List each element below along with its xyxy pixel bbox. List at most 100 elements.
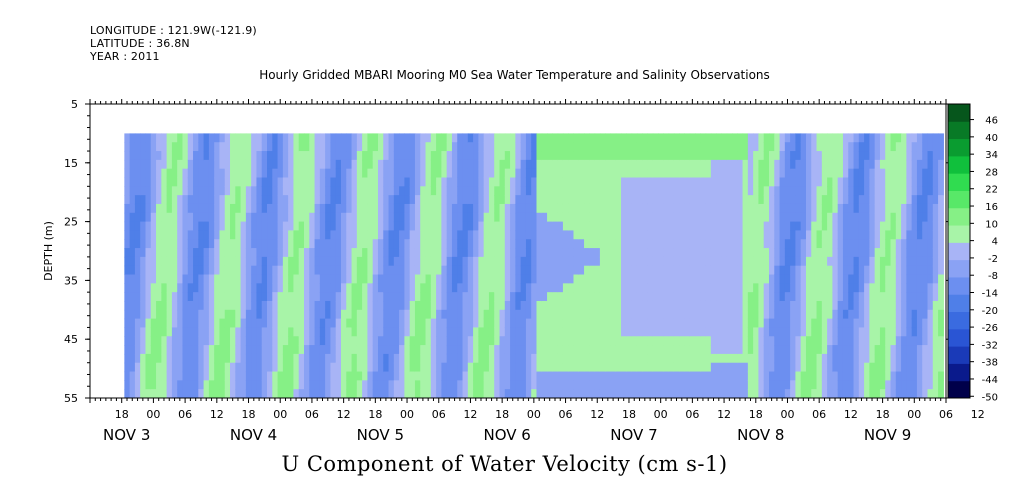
heatmap-cell: [488, 327, 495, 337]
chart-title: Hourly Gridded MBARI Mooring M0 Sea Wate…: [259, 68, 770, 82]
heatmap-cell: [584, 239, 590, 249]
heatmap-cell: [663, 274, 670, 284]
heatmap-cell: [652, 353, 659, 364]
heatmap-cell: [251, 239, 258, 249]
heatmap-cell: [425, 274, 432, 284]
heatmap-cell: [362, 159, 368, 170]
heatmap-cell: [325, 345, 332, 355]
heatmap-cell: [710, 380, 717, 390]
heatmap-cell: [362, 327, 368, 337]
heatmap-cell: [578, 389, 585, 398]
heatmap-cell: [325, 389, 332, 398]
heatmap-cell: [906, 265, 913, 276]
heatmap-cell: [182, 327, 189, 337]
heatmap-cell: [409, 212, 416, 223]
heatmap-cell: [837, 353, 844, 364]
heatmap-cell: [388, 362, 395, 373]
heatmap-cell: [166, 177, 173, 187]
heatmap-cell: [805, 133, 812, 143]
heatmap-cell: [420, 159, 427, 170]
heatmap-cell: [504, 327, 511, 337]
heatmap-cell: [932, 195, 939, 205]
heatmap-cell: [351, 300, 358, 311]
heatmap-cell: [631, 168, 638, 179]
heatmap-cell: [842, 221, 849, 232]
heatmap-cell: [784, 168, 791, 179]
heatmap-cell: [837, 221, 844, 232]
heatmap-cell: [251, 159, 258, 170]
heatmap-cell: [193, 336, 199, 346]
heatmap-cell: [462, 203, 469, 214]
heatmap-cell: [626, 186, 633, 196]
heatmap-cell: [679, 362, 686, 373]
heatmap-cell: [916, 142, 923, 152]
heatmap-cell: [763, 318, 770, 329]
heatmap-cell: [156, 336, 162, 346]
heatmap-cell: [795, 186, 802, 196]
heatmap-cell: [499, 380, 506, 390]
heatmap-cell: [589, 221, 596, 232]
heatmap-cell: [441, 142, 448, 152]
heatmap-cell: [525, 292, 532, 302]
heatmap-cell: [547, 380, 553, 390]
heatmap-cell: [383, 318, 390, 329]
heatmap-cell: [399, 345, 405, 355]
heatmap-cell: [541, 318, 548, 329]
heatmap-cell: [388, 353, 395, 364]
heatmap-cell: [552, 309, 559, 320]
heatmap-cell: [832, 265, 839, 276]
heatmap-cell: [853, 371, 860, 381]
heatmap-cell: [626, 389, 633, 398]
heatmap-cell: [816, 133, 823, 143]
heatmap-cell: [647, 362, 654, 373]
heatmap-cell: [927, 221, 934, 232]
heatmap-cell: [314, 239, 321, 249]
heatmap-cell: [478, 292, 485, 302]
heatmap-cell: [927, 292, 934, 302]
heatmap-cell: [446, 345, 453, 355]
heatmap-cell: [203, 195, 210, 205]
heatmap-cell: [631, 221, 638, 232]
heatmap-cell: [890, 203, 897, 214]
heatmap-cell: [594, 336, 601, 346]
heatmap-cell: [827, 389, 833, 398]
heatmap-cell: [388, 345, 395, 355]
heatmap-cell: [251, 168, 258, 179]
heatmap-cell: [203, 230, 210, 240]
heatmap-cell: [774, 292, 781, 302]
heatmap-cell: [150, 292, 157, 302]
heatmap-cell: [340, 168, 347, 179]
heatmap-cell: [214, 256, 221, 267]
heatmap-cell: [906, 327, 913, 337]
heatmap-cell: [251, 283, 258, 293]
heatmap-cell: [531, 336, 538, 346]
heatmap-cell: [827, 212, 833, 223]
heatmap-cell: [610, 371, 617, 381]
heatmap-cell: [150, 362, 157, 373]
heatmap-cell: [473, 336, 479, 346]
heatmap-cell: [515, 142, 522, 152]
heatmap-cell: [193, 353, 199, 364]
heatmap-cell: [377, 177, 384, 187]
heatmap-cell: [457, 177, 464, 187]
heatmap-cell: [404, 353, 411, 364]
heatmap-cell: [409, 151, 416, 161]
heatmap-cell: [304, 300, 310, 311]
heatmap-cell: [367, 300, 374, 311]
heatmap-cell: [414, 336, 421, 346]
heatmap-cell: [478, 380, 485, 390]
heatmap-cell: [879, 239, 886, 249]
heatmap-cell: [689, 159, 696, 170]
heatmap-cell: [214, 195, 221, 205]
heatmap-cell: [510, 318, 516, 329]
heatmap-cell: [716, 230, 723, 240]
heatmap-cell: [525, 221, 532, 232]
heatmap-cell: [541, 221, 548, 232]
heatmap-cell: [631, 389, 638, 398]
heatmap-cell: [626, 221, 633, 232]
heatmap-cell: [732, 151, 738, 161]
heatmap-cell: [462, 327, 469, 337]
heatmap-cell: [610, 203, 617, 214]
heatmap-cell: [467, 265, 474, 276]
heatmap-cell: [568, 362, 575, 373]
